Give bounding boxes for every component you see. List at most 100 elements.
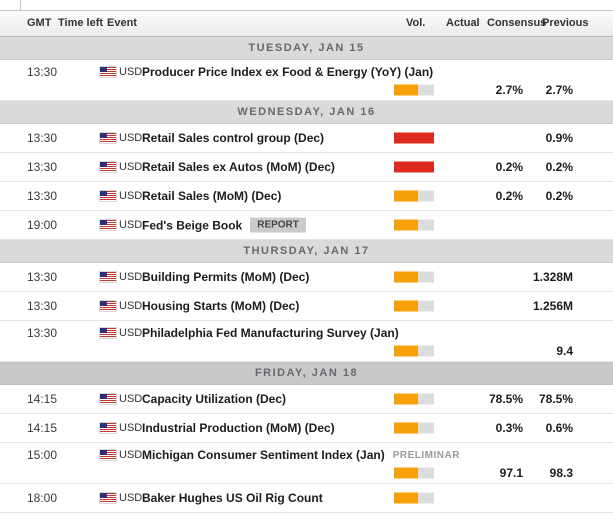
top-strip [0, 0, 613, 11]
previous-value: 98.3 [549, 466, 573, 480]
day-label: THURSDAY, JAN 17 [243, 245, 370, 257]
volatility-fill [394, 492, 418, 504]
event-name: Retail Sales (MoM) (Dec) [142, 189, 282, 203]
flag-canton [100, 272, 107, 277]
event-cell: Industrial Production (MoM) (Dec) [142, 421, 335, 435]
volatility-bar [394, 467, 434, 479]
volatility-fill [394, 393, 418, 405]
day-header: FRIDAY, JAN 18 [0, 362, 613, 385]
event-row[interactable]: 19:00 USD Fed's Beige Book REPORT [0, 211, 613, 240]
column-header-row: GMT Time left Event Vol. Actual Consensu… [0, 11, 613, 37]
currency-label: USD [119, 219, 143, 231]
event-name: Producer Price Index ex Food & Energy (Y… [142, 65, 434, 79]
volatility-bar [394, 190, 434, 202]
currency-label: USD [119, 190, 143, 202]
volatility-fill [394, 132, 434, 144]
flag-canton [100, 67, 107, 72]
volatility-fill [394, 161, 434, 173]
event-row[interactable]: 13:30 USD Building Permits (MoM) (Dec) 1.32… [0, 263, 613, 292]
event-badge[interactable]: PRELIMINAR [392, 449, 460, 461]
event-time: 13:30 [27, 299, 58, 313]
event-time: 15:00 [27, 448, 58, 462]
consensus-value: 0.2% [495, 160, 523, 174]
volatility-bar [394, 84, 434, 96]
volatility-fill [394, 422, 418, 434]
volatility-fill [394, 219, 418, 231]
event-row[interactable]: 13:30 USD Philadelphia Fed Manufacturing S… [0, 321, 613, 362]
volatility-bar [394, 393, 434, 405]
us-flag-icon [100, 67, 116, 77]
previous-value: 0.6% [545, 421, 573, 435]
event-name: Philadelphia Fed Manufacturing Survey (J… [142, 326, 399, 340]
column-header-previous: Previous [542, 17, 589, 29]
consensus-value: 78.5% [488, 392, 523, 406]
previous-value: 0.9% [545, 131, 573, 145]
us-flag-icon [100, 272, 116, 282]
volatility-fill [394, 345, 418, 357]
previous-value: 0.2% [545, 160, 573, 174]
event-time: 13:30 [27, 270, 58, 284]
event-row[interactable]: 14:15 USD Industrial Production (MoM) (Dec… [0, 414, 613, 443]
consensus-value: 0.3% [495, 421, 523, 435]
event-row[interactable]: 13:30 USD Retail Sales control group (Dec)… [0, 124, 613, 153]
flag-canton [100, 450, 107, 455]
previous-value: 9.4 [556, 344, 573, 358]
event-row[interactable]: 13:30 USD Retail Sales ex Autos (MoM) (Dec… [0, 153, 613, 182]
day-header: THURSDAY, JAN 17 [0, 240, 613, 263]
previous-value: 1.328M [532, 270, 573, 284]
event-row[interactable]: 14:15 USD Capacity Utilization (Dec) 78.5% 7… [0, 385, 613, 414]
column-header-consensus: Consensus [487, 17, 547, 29]
event-badge[interactable]: REPORT [250, 217, 306, 233]
previous-value: 0.2% [545, 189, 573, 203]
us-flag-icon [100, 394, 116, 404]
flag-canton [100, 493, 107, 498]
currency-label: USD [119, 271, 143, 283]
currency-label: USD [119, 66, 143, 78]
event-row[interactable]: 13:30 USD Producer Price Index ex Food & E… [0, 60, 613, 101]
event-name: Michigan Consumer Sentiment Index (Jan) [142, 448, 385, 462]
volatility-fill [394, 300, 418, 312]
us-flag-icon [100, 162, 116, 172]
consensus-value: 97.1 [499, 466, 523, 480]
event-cell: Fed's Beige Book REPORT [142, 217, 306, 233]
event-cell: Producer Price Index ex Food & Energy (Y… [142, 65, 433, 79]
event-cell: Baker Hughes US Oil Rig Count [142, 491, 323, 505]
us-flag-icon [100, 191, 116, 201]
event-row[interactable]: 15:00 USD Michigan Consumer Sentiment Inde… [0, 443, 613, 484]
event-name: Capacity Utilization (Dec) [142, 392, 287, 406]
volatility-bar [394, 132, 434, 144]
event-time: 14:15 [27, 392, 58, 406]
currency-label: USD [119, 327, 143, 339]
currency-label: USD [119, 161, 143, 173]
currency-label: USD [119, 449, 143, 461]
event-cell: Philadelphia Fed Manufacturing Survey (J… [142, 326, 399, 340]
event-cell: Retail Sales (MoM) (Dec) [142, 189, 281, 203]
event-cell: Retail Sales ex Autos (MoM) (Dec) [142, 160, 335, 174]
volatility-bar [394, 422, 434, 434]
volatility-bar [394, 219, 434, 231]
column-header-vol: Vol. [406, 17, 426, 29]
event-time: 13:30 [27, 160, 58, 174]
us-flag-icon [100, 133, 116, 143]
volatility-fill [394, 84, 418, 96]
event-name: Housing Starts (MoM) (Dec) [142, 299, 300, 313]
event-row[interactable]: 18:00 USD Baker Hughes US Oil Rig Count [0, 484, 613, 513]
volatility-bar [394, 300, 434, 312]
event-time: 14:15 [27, 421, 58, 435]
flag-canton [100, 220, 107, 225]
us-flag-icon [100, 220, 116, 230]
event-row[interactable]: 13:30 USD Housing Starts (MoM) (Dec) 1.256M [0, 292, 613, 321]
us-flag-icon [100, 493, 116, 503]
event-name: Building Permits (MoM) (Dec) [142, 270, 310, 284]
column-header-event: Event [107, 17, 137, 29]
flag-canton [100, 162, 107, 167]
event-cell: Housing Starts (MoM) (Dec) [142, 299, 299, 313]
event-row[interactable]: 13:30 USD Retail Sales (MoM) (Dec) 0.2% 0.2% [0, 182, 613, 211]
currency-label: USD [119, 132, 143, 144]
day-header: WEDNESDAY, JAN 16 [0, 101, 613, 124]
us-flag-icon [100, 328, 116, 338]
event-name: Fed's Beige Book [142, 218, 243, 232]
column-header-time-left: Time left [58, 17, 104, 29]
volatility-bar [394, 345, 434, 357]
